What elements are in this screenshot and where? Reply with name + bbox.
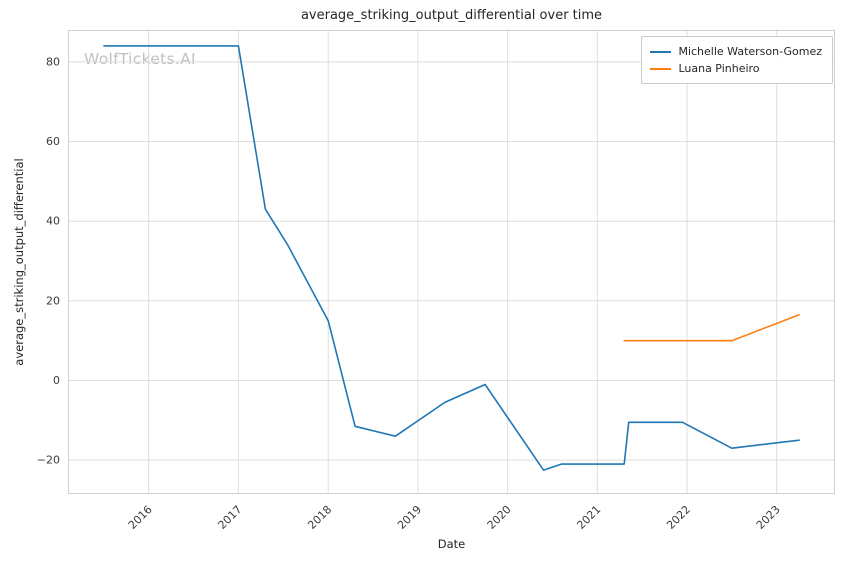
- y-tick-label: 80: [46, 55, 60, 68]
- legend-item: Michelle Waterson-Gomez: [650, 43, 822, 60]
- y-tick-label: 20: [46, 294, 60, 307]
- legend-line-swatch: [650, 67, 672, 70]
- series-line: [103, 45, 800, 471]
- legend: Michelle Waterson-Gomez Luana Pinheiro: [641, 36, 833, 84]
- chart-title: average_striking_output_differential ove…: [300, 8, 603, 23]
- x-tick-label: 2016: [126, 503, 155, 532]
- legend-line-swatch: [650, 50, 672, 53]
- legend-label: Luana Pinheiro: [678, 62, 760, 75]
- x-tick-label: 2018: [305, 503, 334, 532]
- y-tick-label: −20: [37, 454, 60, 467]
- legend-item: Luana Pinheiro: [650, 60, 822, 77]
- legend-label: Michelle Waterson-Gomez: [678, 45, 822, 58]
- y-tick-label: 60: [46, 135, 60, 148]
- series-line: [623, 313, 800, 342]
- x-tick-label: 2022: [664, 503, 693, 532]
- x-tick-label: 2017: [216, 503, 245, 532]
- x-tick-label: 2020: [485, 503, 514, 532]
- plot-frame: [68, 30, 835, 494]
- x-axis-label: Date: [437, 537, 466, 551]
- watermark: WolfTickets.AI: [84, 50, 196, 68]
- y-tick-label: 40: [46, 215, 60, 228]
- x-tick-label: 2019: [395, 503, 424, 532]
- x-tick-label: 2023: [754, 503, 783, 532]
- x-tick-label: 2021: [574, 503, 603, 532]
- y-axis-label: average_striking_output_differential: [12, 158, 26, 366]
- y-tick-label: 0: [53, 374, 60, 387]
